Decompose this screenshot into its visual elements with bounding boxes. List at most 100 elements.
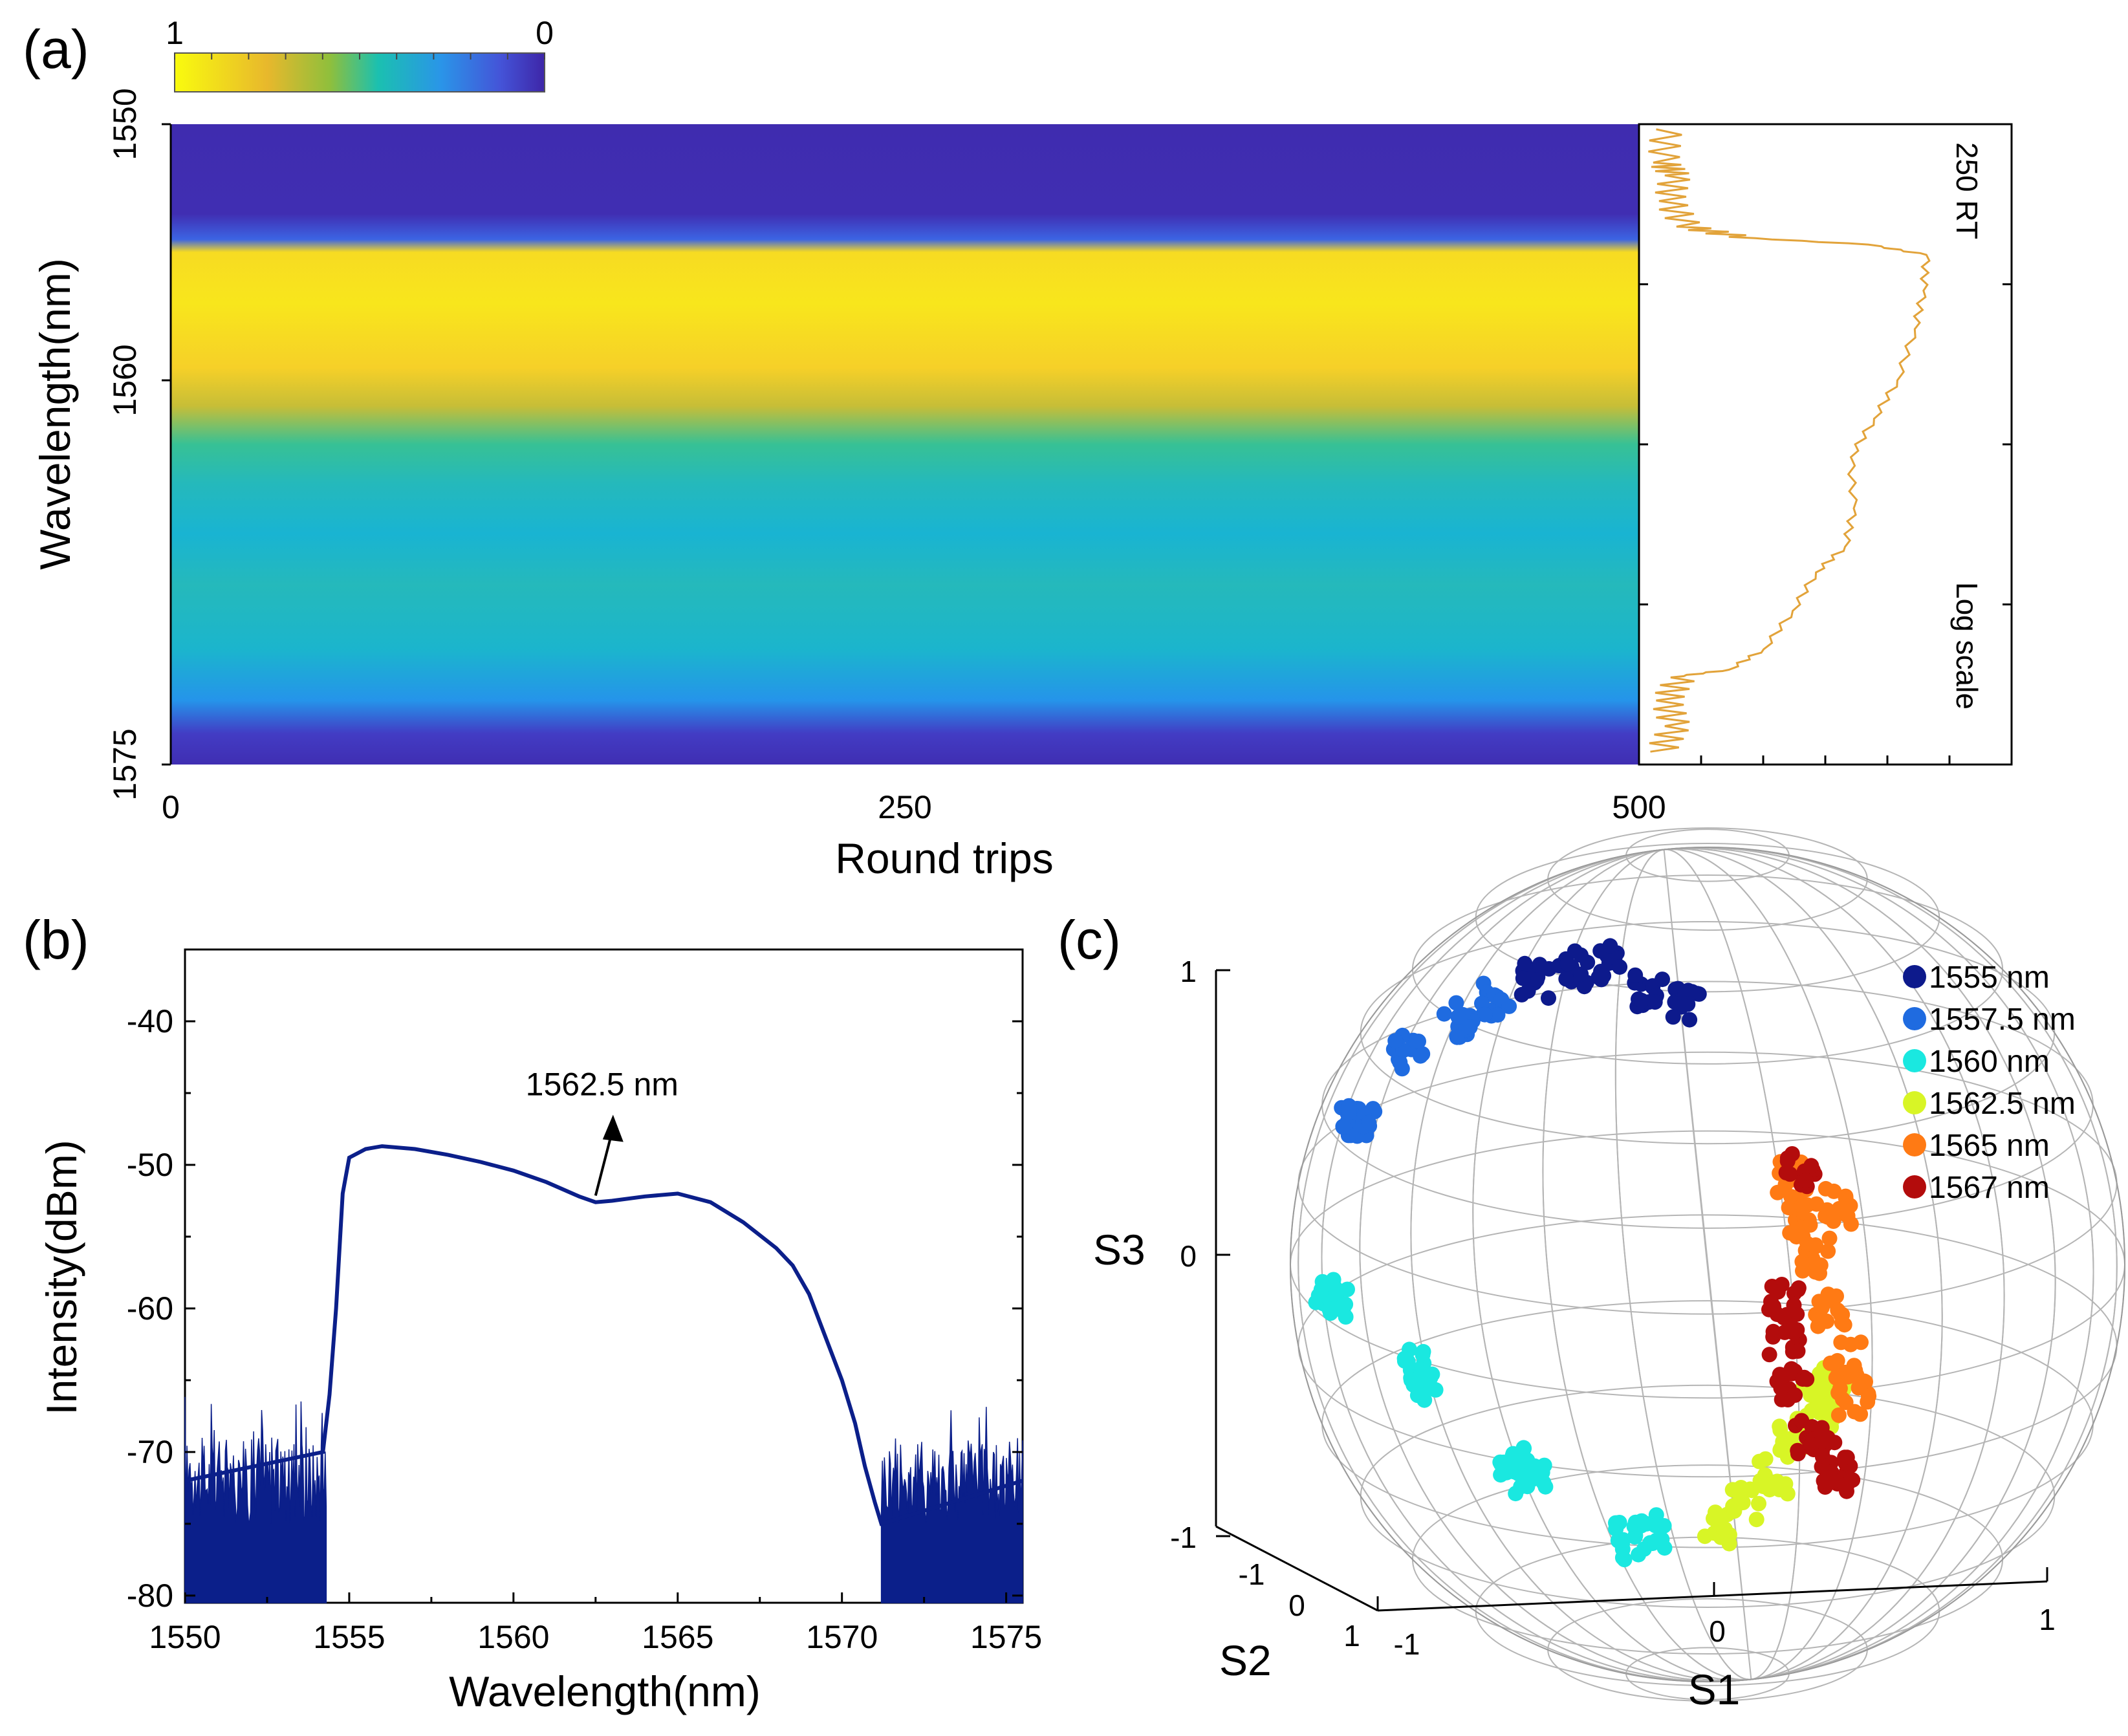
panel-b-y-tick-label: -40 — [127, 1003, 173, 1039]
panel-b-label: (b) — [23, 909, 89, 970]
data-point-1560-nm — [1608, 1515, 1623, 1531]
data-point-1560-nm — [1510, 1466, 1526, 1482]
inset-spectrum-line — [1648, 128, 1931, 753]
s3-tick-label: 1 — [1180, 955, 1197, 988]
s1-tick-label: 0 — [1709, 1614, 1726, 1648]
legend-label: 1562.5 nm — [1929, 1087, 2076, 1121]
colorbar-ticks — [174, 53, 545, 60]
poincare-sphere — [1290, 827, 2125, 1702]
data-point-1567-nm — [1790, 1446, 1806, 1462]
panel-a-x-tick-label: 500 — [1612, 789, 1666, 825]
data-point-1565-nm — [1820, 1243, 1836, 1259]
data-point-1567-nm — [1840, 1477, 1855, 1492]
data-point-1565-nm — [1814, 1299, 1830, 1316]
s1-axis — [1377, 1580, 2048, 1612]
data-point-1565-nm — [1834, 1307, 1851, 1323]
panel-b-x-tick-label: 1560 — [477, 1619, 549, 1655]
data-point-1562.5-nm — [1779, 1486, 1796, 1502]
data-point-1567-nm — [1803, 1158, 1819, 1174]
inset-ticks — [1638, 283, 2013, 765]
data-point-1555-nm — [1680, 996, 1696, 1012]
sphere-latitude-line — [1321, 1300, 2094, 1548]
data-point-1555-nm — [1558, 971, 1574, 987]
data-point-1567-nm — [1837, 1449, 1853, 1466]
data-point-1567-nm — [1814, 1433, 1830, 1449]
data-point-1560-nm — [1610, 1532, 1626, 1548]
data-point-1560-nm — [1419, 1373, 1435, 1389]
panel-b-x-tick-label: 1555 — [313, 1619, 385, 1655]
data-point-1557.5-nm — [1413, 1048, 1429, 1064]
panel-b-y-tick-label: -50 — [127, 1147, 173, 1183]
data-point-1555-nm — [1665, 1009, 1681, 1025]
panel-b-y-ticks: -40 -50 -60 -70 -80 — [127, 1003, 1023, 1614]
data-point-1555-nm — [1682, 1012, 1698, 1028]
data-point-1565-nm — [1782, 1225, 1798, 1241]
data-point-1562.5-nm — [1752, 1473, 1768, 1489]
noise-floor-region — [880, 1407, 1023, 1603]
data-point-1565-nm — [1829, 1368, 1845, 1383]
data-point-1560-nm — [1340, 1281, 1355, 1297]
data-point-1555-nm — [1515, 970, 1531, 986]
s2-tick-label: 1 — [1343, 1619, 1360, 1653]
data-point-1565-nm — [1811, 1312, 1827, 1328]
legend-label: 1560 nm — [1929, 1045, 2050, 1079]
data-point-1560-nm — [1638, 1515, 1655, 1532]
data-point-1557.5-nm — [1387, 1033, 1404, 1049]
data-point-1557.5-nm — [1449, 1029, 1465, 1045]
data-point-1562.5-nm — [1735, 1495, 1751, 1510]
data-point-1565-nm — [1842, 1198, 1858, 1213]
legend-marker — [1903, 1175, 1926, 1199]
data-point-1562.5-nm — [1742, 1481, 1758, 1497]
data-point-1562.5-nm — [1708, 1504, 1723, 1521]
data-point-1555-nm — [1647, 994, 1663, 1010]
data-point-1555-nm — [1517, 955, 1533, 971]
panel-a-x-tick-label: 250 — [878, 789, 931, 825]
data-point-1555-nm — [1634, 992, 1649, 1008]
data-point-1567-nm — [1761, 1347, 1777, 1363]
data-point-1565-nm — [1808, 1237, 1823, 1253]
panel-b-spectrum-line — [184, 1144, 1023, 1526]
data-point-1555-nm — [1677, 984, 1693, 1001]
panel-c: (c) 1 0 -1 -1 0 1 -1 0 1 S3 S2 S1 1555 nm 1557.5 … — [1058, 827, 2125, 1713]
panel-a-y-ticks: 1550 1560 1575 — [107, 88, 171, 801]
s2-axis — [1215, 1525, 1378, 1612]
data-point-1567-nm — [1816, 1473, 1832, 1489]
legend-label: 1555 nm — [1929, 960, 2050, 995]
data-point-1562.5-nm — [1748, 1512, 1764, 1528]
panel-b: (b) 1550 1555 1560 1565 1570 1575 -40 -50 -60 -7… — [23, 909, 1042, 1715]
data-point-1567-nm — [1786, 1297, 1802, 1313]
legend-marker — [1903, 1091, 1926, 1114]
data-point-1565-nm — [1826, 1183, 1842, 1199]
data-point-1555-nm — [1602, 938, 1618, 954]
legend-marker — [1903, 1133, 1926, 1156]
data-point-1567-nm — [1772, 1367, 1788, 1383]
data-point-1567-nm — [1773, 1380, 1789, 1396]
panel-a: (a) 1 0 250 RT Log scale 0 250 500 1550 156… — [23, 15, 2013, 882]
data-point-1567-nm — [1799, 1371, 1815, 1387]
data-point-1565-nm — [1819, 1202, 1835, 1218]
data-point-1555-nm — [1573, 966, 1589, 982]
data-point-1565-nm — [1821, 1230, 1838, 1246]
panel-a-x-ticks: 0 250 500 — [162, 789, 1666, 825]
data-point-1555-nm — [1541, 990, 1556, 1006]
panel-b-x-title: Wavelength(nm) — [449, 1667, 761, 1715]
data-point-1567-nm — [1790, 1343, 1806, 1359]
panel-b-annotation: 1562.5 nm — [526, 1066, 679, 1196]
data-point-1555-nm — [1627, 967, 1644, 983]
data-point-1555-nm — [1596, 968, 1612, 984]
inset-label-top: 250 RT — [1950, 142, 1984, 239]
annotation-arrow — [594, 1132, 613, 1196]
data-point-1557.5-nm — [1448, 995, 1464, 1011]
legend-label: 1557.5 nm — [1929, 1003, 2076, 1037]
data-point-1555-nm — [1655, 971, 1670, 988]
data-point-1562.5-nm — [1772, 1422, 1788, 1438]
legend-marker — [1903, 1007, 1926, 1030]
panel-a-y-tick-label: 1560 — [107, 344, 143, 416]
data-point-1560-nm — [1616, 1552, 1633, 1568]
data-point-1560-nm — [1321, 1301, 1338, 1318]
data-point-1560-nm — [1651, 1519, 1667, 1535]
data-point-1567-nm — [1765, 1329, 1781, 1345]
sphere-meridian-line — [1663, 849, 1752, 1680]
data-point-1560-nm — [1493, 1456, 1509, 1472]
